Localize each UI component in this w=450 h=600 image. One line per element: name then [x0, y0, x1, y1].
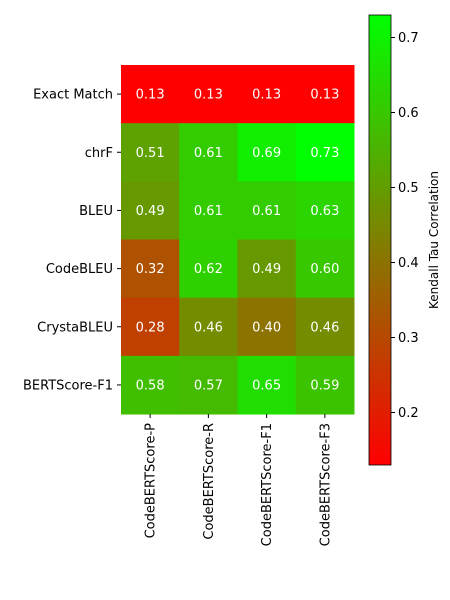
column-label: CodeBERTScore-F3 [318, 423, 333, 546]
cell-value-label: 0.49 [136, 204, 165, 219]
heatmap-cell [179, 123, 238, 182]
heatmap-cell [237, 355, 297, 415]
row-labels: Exact Match chrF BLEU CodeBLEU CrystaBLEU BER… [23, 88, 121, 393]
colorbar-label: Kendall Tau Correlation [427, 171, 441, 309]
colorbar-gradient [368, 14, 392, 466]
cell-value-label: 0.51 [136, 146, 165, 161]
heatmap-cell [237, 297, 297, 357]
colorbar: 0.2 0.3 0.4 0.5 0.6 0.7 [368, 14, 419, 466]
cell-value-label: 0.65 [252, 378, 281, 393]
heatmap-cell [237, 65, 297, 124]
row-label: CodeBLEU [46, 262, 113, 277]
row-label: BLEU [79, 204, 113, 219]
cell-value-label: 0.60 [310, 262, 339, 277]
row-label: BERTScore-F1 [23, 378, 113, 393]
heatmap-cell [179, 355, 238, 415]
heatmap-cell [179, 297, 238, 357]
cell-value-label: 0.62 [194, 262, 223, 277]
cell-value-label: 0.28 [136, 320, 165, 335]
heatmap-cell [295, 297, 355, 357]
column-label: CodeBERTScore-R [202, 423, 217, 540]
heatmap-cell [295, 239, 355, 299]
column-label: CodeBERTScore-P [144, 423, 159, 539]
colorbar-tick-label: 0.3 [398, 331, 419, 346]
row-label: chrF [85, 146, 113, 161]
heatmap-cell [121, 65, 180, 124]
row-label: CrystaBLEU [37, 320, 113, 335]
cell-value-label: 0.13 [136, 88, 165, 103]
cell-value-label: 0.49 [252, 262, 281, 277]
heatmap-cells: 0.13 0.13 0.13 0.13 0.51 0.61 0.69 0.73 0.49 0.61… [121, 65, 355, 415]
column-label: CodeBERTScore-F1 [260, 423, 275, 546]
heatmap-cell [237, 123, 297, 182]
cell-value-label: 0.13 [310, 88, 339, 103]
cell-value-label: 0.32 [136, 262, 165, 277]
heatmap-cell [295, 123, 355, 182]
heatmap-cell [179, 65, 238, 124]
heatmap-cell [179, 181, 238, 241]
heatmap-cell [121, 239, 180, 299]
heatmap-cell [121, 355, 180, 415]
cell-value-label: 0.73 [310, 146, 339, 161]
colorbar-tick-label: 0.4 [398, 256, 419, 271]
cell-value-label: 0.61 [194, 204, 223, 219]
colorbar-tick-label: 0.2 [398, 406, 419, 421]
colorbar-tick-label: 0.5 [398, 181, 419, 196]
cell-value-label: 0.61 [194, 146, 223, 161]
cell-value-label: 0.59 [310, 378, 339, 393]
colorbar-tick-label: 0.6 [398, 106, 419, 121]
cell-value-label: 0.58 [136, 378, 165, 393]
heatmap-cell [121, 123, 180, 182]
row-label: Exact Match [33, 88, 113, 103]
cell-value-label: 0.57 [194, 378, 223, 393]
cell-value-label: 0.13 [194, 88, 223, 103]
cell-value-label: 0.61 [252, 204, 281, 219]
column-labels: CodeBERTScore-P CodeBERTScore-R CodeBERTSc… [144, 414, 333, 546]
cell-value-label: 0.46 [310, 320, 339, 335]
heatmap-cell [295, 181, 355, 241]
cell-value-label: 0.69 [252, 146, 281, 161]
colorbar-tick-label: 0.7 [398, 31, 419, 46]
cell-value-label: 0.46 [194, 320, 223, 335]
cell-value-label: 0.63 [310, 204, 339, 219]
heatmap-cell [237, 181, 297, 241]
heatmap-cell [179, 239, 238, 299]
cell-value-label: 0.40 [252, 320, 281, 335]
heatmap-cell [237, 239, 297, 299]
heatmap-cell [121, 297, 180, 357]
heatmap-cell [295, 65, 355, 124]
heatmap-cell [295, 355, 355, 415]
cell-value-label: 0.13 [252, 88, 281, 103]
heatmap-cell [121, 181, 180, 241]
